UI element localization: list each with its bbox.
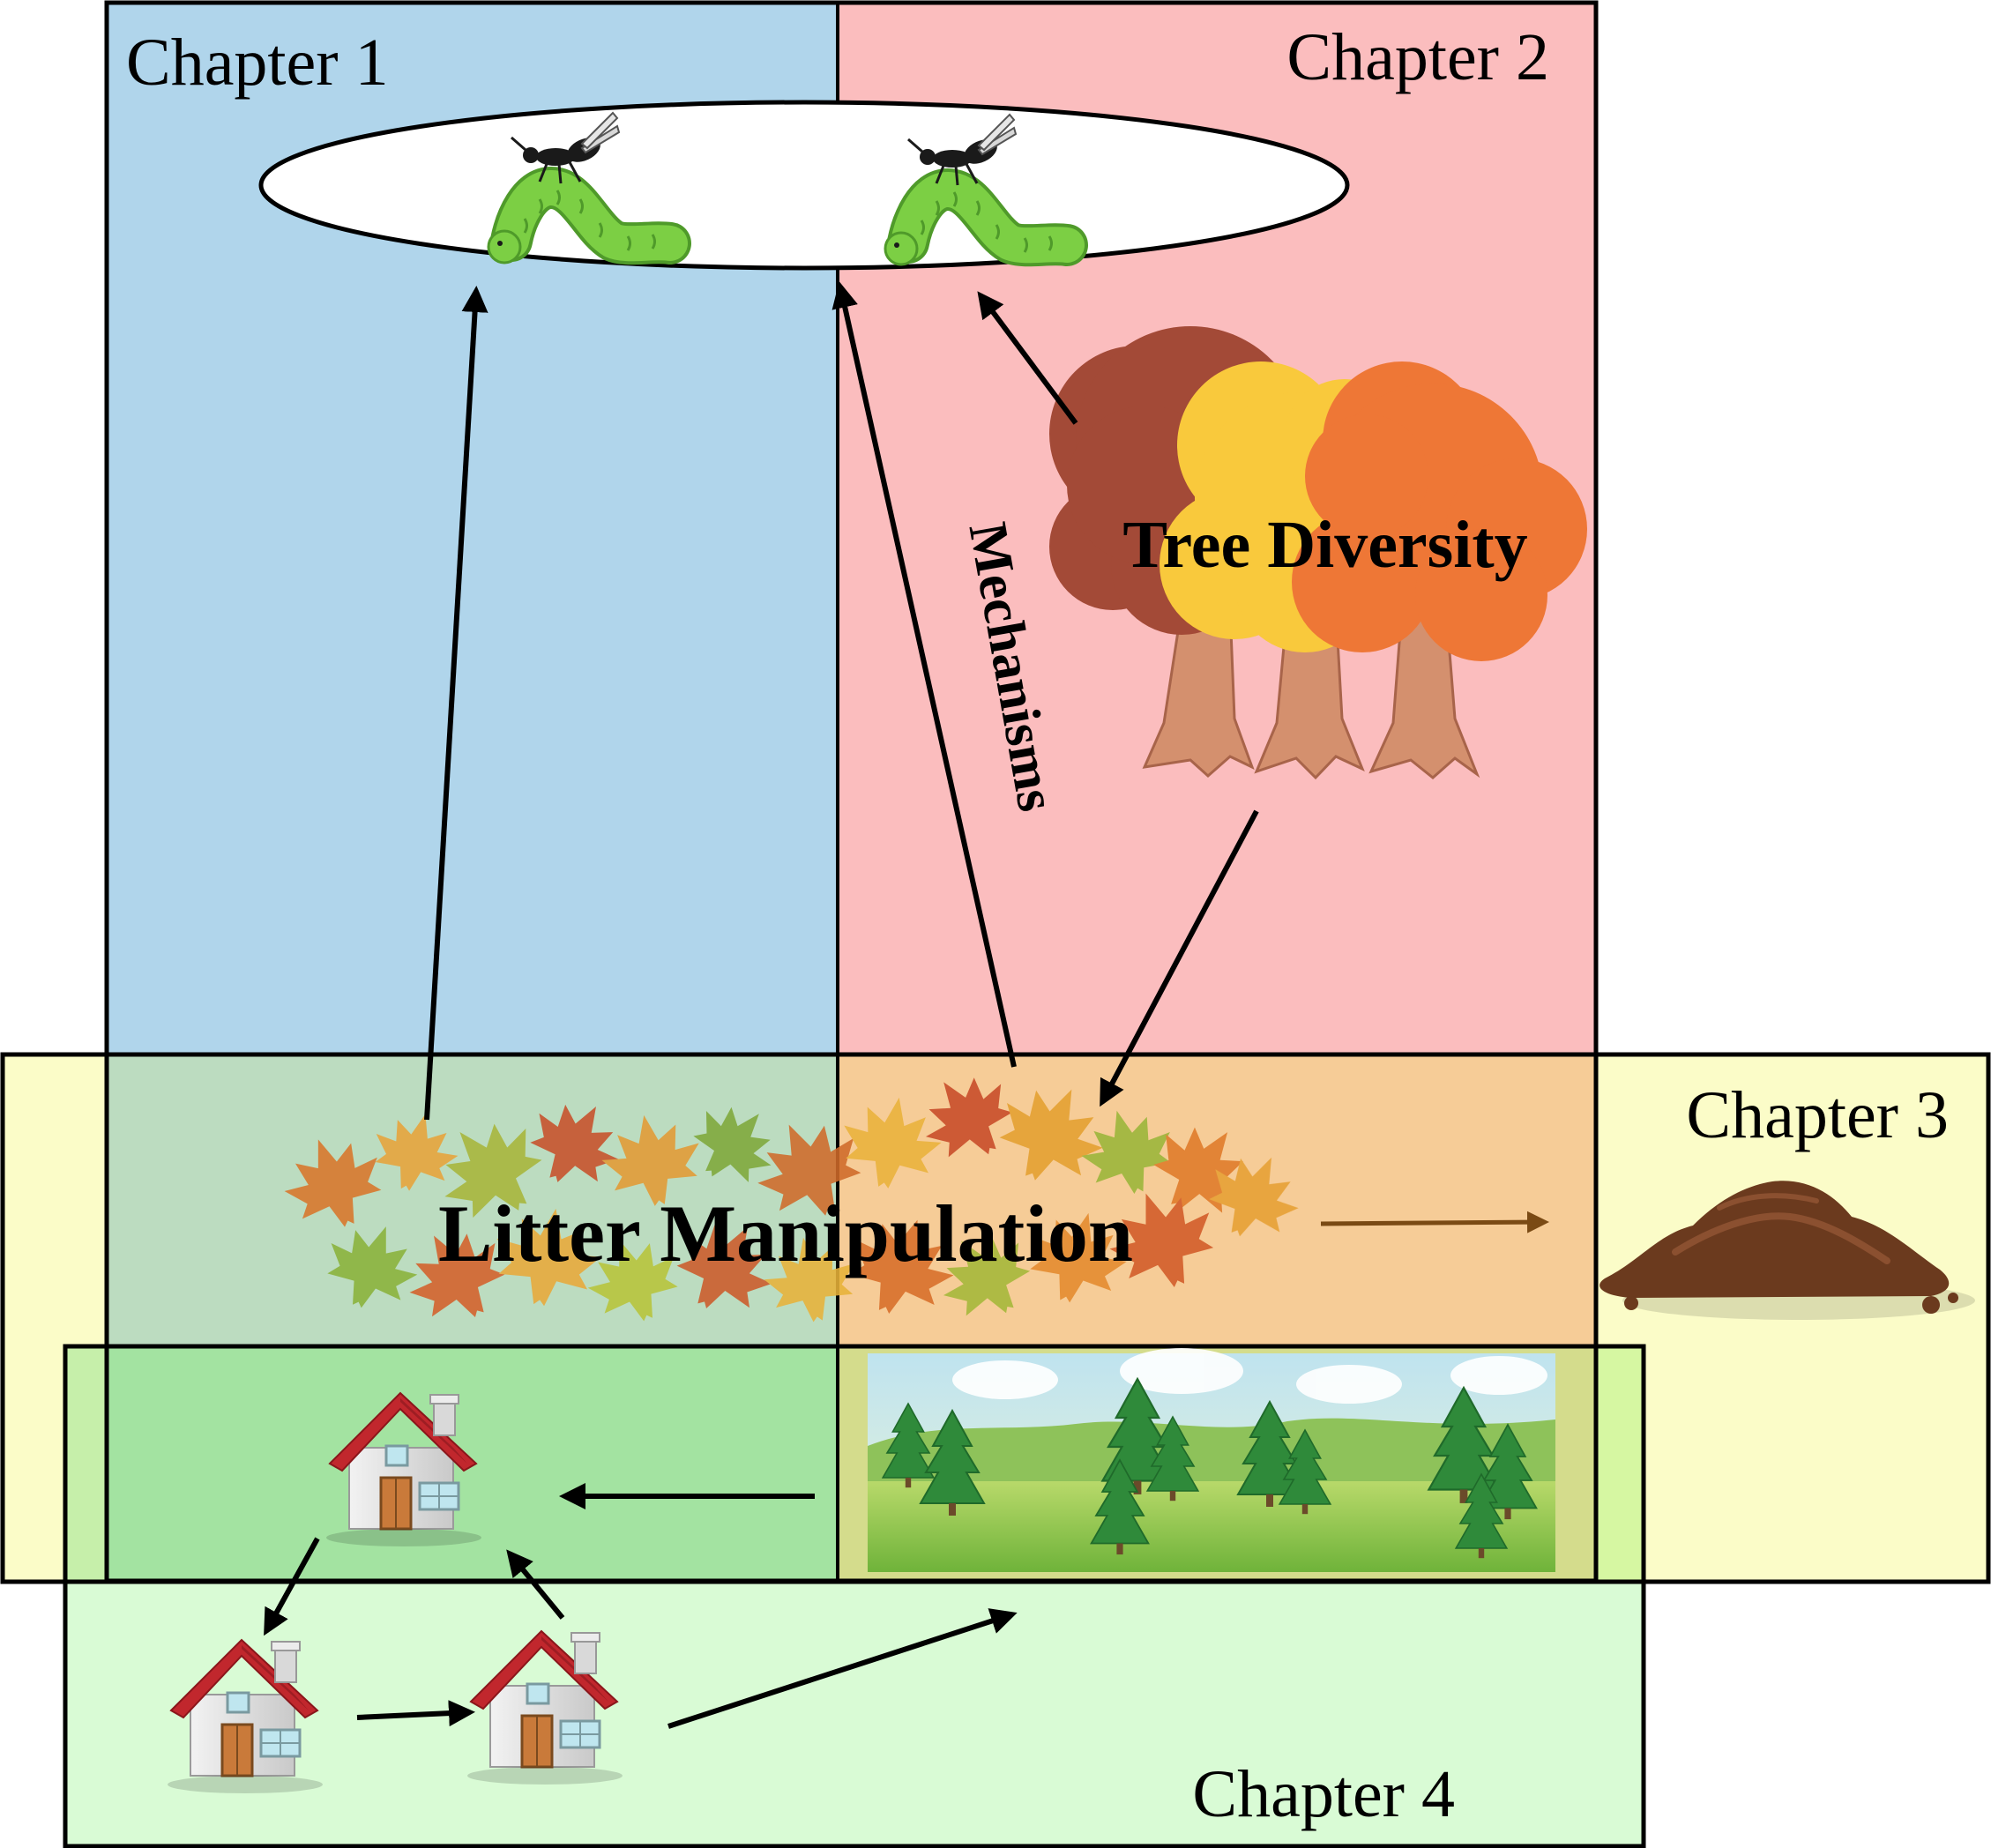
arrow-trees-to-litter <box>1100 809 1259 1107</box>
tree-diversity-label: Tree Diversity <box>1122 508 1527 582</box>
soil-pile-icon <box>1600 1181 1975 1320</box>
chapter1-label: Chapter 1 <box>126 26 389 100</box>
chapter4-label: Chapter 4 <box>1192 1757 1455 1831</box>
arrow-houses-to-forest <box>667 1608 1018 1729</box>
tree-icon <box>1049 326 1587 780</box>
forest-landscape-icon <box>868 1348 1555 1572</box>
chapter4-border <box>63 1344 1646 1848</box>
arrow-trees-to-host <box>977 291 1078 425</box>
arrow-house-top-to-left <box>264 1537 320 1636</box>
ch3-ch4-overlap-right <box>1596 1346 1644 1581</box>
arrow-house-right-to-top <box>506 1549 565 1620</box>
arrow-litter-to-soil <box>1320 1211 1549 1233</box>
ch3-ch4-overlap-left <box>65 1346 107 1581</box>
arrow-mechanisms <box>831 281 1017 1068</box>
host-parasitoid-ellipse <box>258 100 1350 271</box>
arrow-litter-to-host <box>424 286 488 1121</box>
chapter2-label: Chapter 2 <box>1286 20 1549 94</box>
litter-manipulation-label: Litter Manipulation <box>438 1189 1133 1278</box>
arrow-house-left-to-right <box>356 1700 475 1727</box>
chapter3-label: Chapter 3 <box>1686 1078 1949 1152</box>
chapter3-border <box>0 1052 1991 1584</box>
